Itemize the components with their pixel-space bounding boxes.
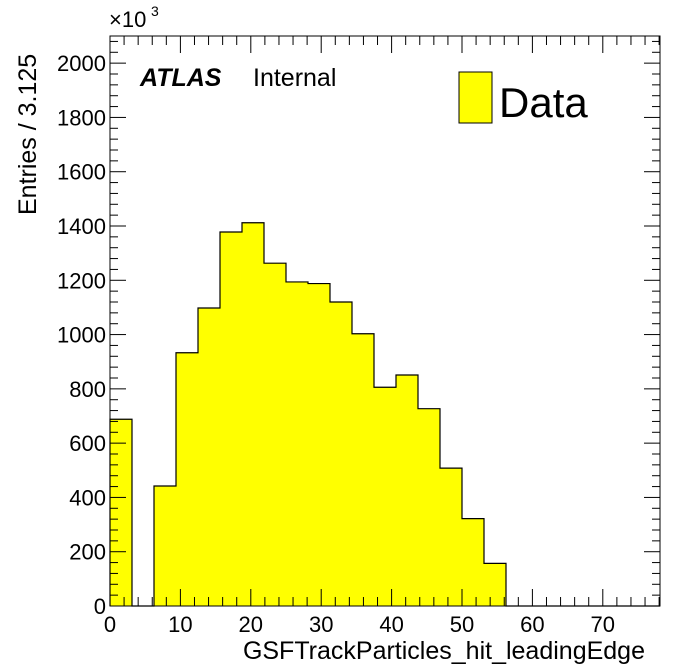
histogram-bar (462, 518, 484, 606)
histogram-bar (396, 375, 418, 606)
histogram-bar (308, 283, 330, 606)
x-tick-label: 0 (104, 612, 116, 637)
histogram-bars (109, 222, 660, 607)
x-tick-label: 20 (239, 612, 263, 637)
histogram-bar (374, 387, 396, 606)
histogram-bar (484, 563, 506, 606)
legend-swatch-data (458, 71, 493, 124)
internal-label: Internal (253, 64, 336, 92)
y-axis-label: Entries / 3.125 (14, 54, 42, 215)
legend-label-data: Data (499, 79, 588, 126)
x-tick-label: 60 (520, 612, 544, 637)
y-tick-labels: 0 200 400 600 800 1000 1200 1400 1600 1800 2000 (57, 51, 106, 619)
y-tick-label: 1000 (57, 323, 106, 348)
x-tick-label: 40 (379, 612, 403, 637)
y-tick-label: 1800 (57, 105, 106, 130)
x-tick-label: 70 (591, 612, 615, 637)
plot-frame (109, 35, 661, 607)
y-tick-label: 1600 (57, 160, 106, 185)
axis-ticks (109, 36, 660, 607)
y-tick-label: 800 (69, 377, 106, 402)
x-tick-label: 30 (309, 612, 333, 637)
histogram-bar (440, 468, 462, 606)
histogram-bar (154, 486, 176, 606)
y-tick-label: 1400 (57, 214, 106, 239)
histogram-bar (220, 231, 242, 606)
histogram-bar (286, 281, 308, 606)
histogram-bar (418, 408, 440, 606)
histogram-bar (198, 307, 220, 606)
histogram-outline (109, 222, 660, 607)
histogram-bar (264, 263, 286, 606)
y-multiplier-base: ×10 (109, 7, 146, 32)
histogram-bar (330, 302, 352, 606)
y-tick-label: 400 (69, 485, 106, 510)
histogram-bar (242, 222, 264, 606)
x-tick-label: 10 (168, 612, 192, 637)
histogram-bar (352, 333, 374, 606)
x-tick-label: 50 (450, 612, 474, 637)
atlas-label: ATLAS (139, 64, 222, 92)
x-tick-labels: 0 10 20 30 40 50 60 70 (104, 612, 615, 637)
y-tick-label: 1200 (57, 268, 106, 293)
y-tick-label: 600 (69, 431, 106, 456)
y-tick-label: 2000 (57, 51, 106, 76)
legend: Data (458, 71, 588, 126)
y-multiplier-exponent: 3 (151, 3, 159, 19)
histogram-bar (110, 419, 132, 606)
histogram-bar (176, 352, 198, 606)
y-multiplier: ×10 3 (109, 3, 159, 32)
y-tick-label: 200 (69, 540, 106, 565)
x-axis-label: GSFTrackParticles_hit_leadingEdge (243, 637, 645, 665)
y-tick-label: 0 (94, 594, 106, 619)
